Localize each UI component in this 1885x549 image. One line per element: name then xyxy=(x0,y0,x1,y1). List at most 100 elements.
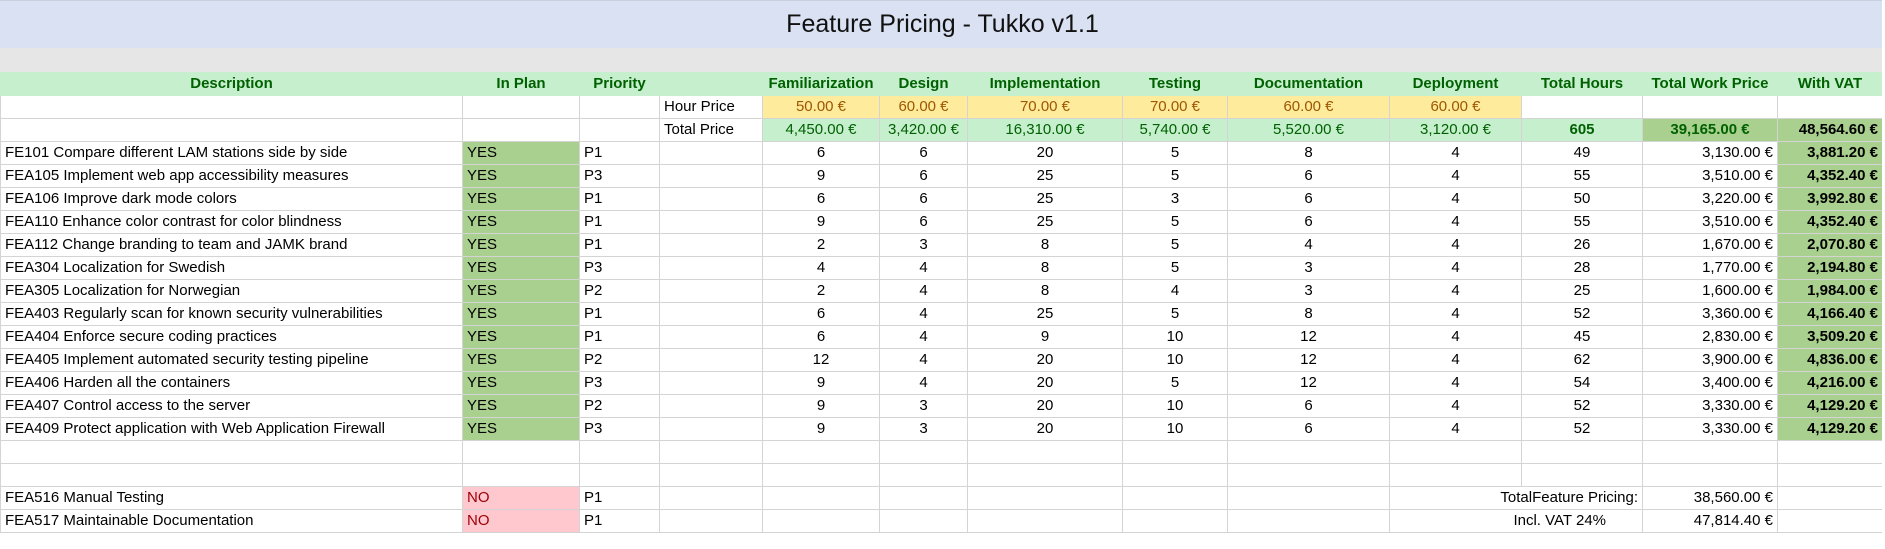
hour-price-design[interactable]: 60.00 € xyxy=(879,95,968,119)
familiarization-hours[interactable]: 6 xyxy=(762,302,880,326)
deployment-hours[interactable]: 4 xyxy=(1389,348,1522,372)
cell[interactable] xyxy=(659,463,763,487)
design-hours[interactable]: 4 xyxy=(879,325,968,349)
with-vat-cell[interactable]: 2,194.80 € xyxy=(1777,256,1883,280)
total-work-price-cell[interactable]: 3,220.00 € xyxy=(1642,187,1778,211)
testing-hours[interactable]: 5 xyxy=(1122,141,1228,165)
testing-hours[interactable]: 10 xyxy=(1122,325,1228,349)
implementation-hours[interactable]: 8 xyxy=(967,233,1123,257)
priority-cell[interactable]: P3 xyxy=(579,256,660,280)
empty-row-band[interactable] xyxy=(0,48,1885,72)
cell[interactable] xyxy=(879,509,968,533)
design-hours[interactable]: 6 xyxy=(879,187,968,211)
design-hours[interactable]: 6 xyxy=(879,164,968,188)
cell[interactable] xyxy=(0,118,463,142)
priority-cell[interactable]: P3 xyxy=(579,164,660,188)
cell[interactable] xyxy=(967,463,1123,487)
design-hours[interactable]: 4 xyxy=(879,302,968,326)
header-total-work-price[interactable]: Total Work Price xyxy=(1642,72,1778,96)
cell[interactable] xyxy=(1777,440,1883,464)
cell[interactable] xyxy=(762,440,880,464)
feature-description[interactable]: FEA407 Control access to the server xyxy=(0,394,463,418)
deployment-hours[interactable]: 4 xyxy=(1389,371,1522,395)
feature-description[interactable]: FEA409 Protect application with Web Appl… xyxy=(0,417,463,441)
total-hours-cell[interactable]: 26 xyxy=(1521,233,1643,257)
cell[interactable] xyxy=(462,95,580,119)
implementation-hours[interactable]: 25 xyxy=(967,187,1123,211)
familiarization-hours[interactable]: 9 xyxy=(762,394,880,418)
in-plan-cell[interactable]: YES xyxy=(462,187,580,211)
cell[interactable] xyxy=(659,256,763,280)
cell[interactable] xyxy=(1122,440,1228,464)
documentation-hours[interactable]: 12 xyxy=(1227,371,1390,395)
total-work-price-cell[interactable]: 1,600.00 € xyxy=(1642,279,1778,303)
documentation-hours[interactable]: 8 xyxy=(1227,141,1390,165)
deployment-hours[interactable]: 4 xyxy=(1389,325,1522,349)
in-plan-cell[interactable]: YES xyxy=(462,279,580,303)
with-vat-cell[interactable]: 4,352.40 € xyxy=(1777,210,1883,234)
priority-cell[interactable]: P1 xyxy=(579,141,660,165)
cell[interactable] xyxy=(659,417,763,441)
with-vat-cell[interactable]: 1,984.00 € xyxy=(1777,279,1883,303)
documentation-hours[interactable]: 12 xyxy=(1227,325,1390,349)
header-priority[interactable]: Priority xyxy=(579,72,660,96)
feature-description[interactable]: FEA403 Regularly scan for known security… xyxy=(0,302,463,326)
design-hours[interactable]: 3 xyxy=(879,394,968,418)
documentation-hours[interactable]: 4 xyxy=(1227,233,1390,257)
implementation-hours[interactable]: 8 xyxy=(967,256,1123,280)
testing-hours[interactable]: 4 xyxy=(1122,279,1228,303)
header-design[interactable]: Design xyxy=(879,72,968,96)
header-with-vat[interactable]: With VAT xyxy=(1777,72,1883,96)
cell[interactable] xyxy=(579,95,660,119)
in-plan-cell[interactable]: YES xyxy=(462,256,580,280)
with-vat-cell[interactable]: 4,352.40 € xyxy=(1777,164,1883,188)
deployment-hours[interactable]: 4 xyxy=(1389,302,1522,326)
testing-hours[interactable]: 5 xyxy=(1122,210,1228,234)
in-plan-cell[interactable]: YES xyxy=(462,141,580,165)
total-price-design[interactable]: 3,420.00 € xyxy=(879,118,968,142)
design-hours[interactable]: 3 xyxy=(879,417,968,441)
with-vat-cell[interactable]: 3,992.80 € xyxy=(1777,187,1883,211)
documentation-hours[interactable]: 6 xyxy=(1227,417,1390,441)
in-plan-cell[interactable]: YES xyxy=(462,302,580,326)
design-hours[interactable]: 4 xyxy=(879,371,968,395)
total-work-price-sum[interactable]: 39,165.00 € xyxy=(1642,118,1778,142)
total-work-price-cell[interactable]: 3,330.00 € xyxy=(1642,417,1778,441)
familiarization-hours[interactable]: 9 xyxy=(762,371,880,395)
priority-cell[interactable]: P3 xyxy=(579,371,660,395)
total-feature-pricing-label[interactable]: TotalFeature Pricing: xyxy=(1389,486,1643,510)
cell[interactable] xyxy=(1521,463,1643,487)
feature-description[interactable]: FEA404 Enforce secure coding practices xyxy=(0,325,463,349)
cell[interactable] xyxy=(659,141,763,165)
cell[interactable] xyxy=(0,463,463,487)
testing-hours[interactable]: 5 xyxy=(1122,302,1228,326)
feature-description[interactable]: FEA516 Manual Testing xyxy=(0,486,463,510)
cell[interactable] xyxy=(1122,486,1228,510)
cell[interactable] xyxy=(1777,95,1883,119)
cell[interactable] xyxy=(659,302,763,326)
implementation-hours[interactable]: 20 xyxy=(967,141,1123,165)
cell[interactable] xyxy=(1777,486,1883,510)
cell[interactable] xyxy=(762,509,880,533)
priority-cell[interactable]: P1 xyxy=(579,325,660,349)
total-hours-cell[interactable]: 55 xyxy=(1521,164,1643,188)
cell[interactable] xyxy=(0,95,463,119)
feature-description[interactable]: FEA517 Maintainable Documentation xyxy=(0,509,463,533)
total-work-price-cell[interactable]: 3,330.00 € xyxy=(1642,394,1778,418)
total-work-price-cell[interactable]: 3,360.00 € xyxy=(1642,302,1778,326)
implementation-hours[interactable]: 8 xyxy=(967,279,1123,303)
familiarization-hours[interactable]: 2 xyxy=(762,233,880,257)
cell[interactable] xyxy=(1227,486,1390,510)
total-work-price-cell[interactable]: 3,900.00 € xyxy=(1642,348,1778,372)
header-total-hours[interactable]: Total Hours xyxy=(1521,72,1643,96)
priority-cell[interactable]: P2 xyxy=(579,279,660,303)
deployment-hours[interactable]: 4 xyxy=(1389,417,1522,441)
cell[interactable] xyxy=(879,486,968,510)
header-implementation[interactable]: Implementation xyxy=(967,72,1123,96)
implementation-hours[interactable]: 20 xyxy=(967,394,1123,418)
design-hours[interactable]: 4 xyxy=(879,256,968,280)
hour-price-testing[interactable]: 70.00 € xyxy=(1122,95,1228,119)
cell[interactable] xyxy=(659,187,763,211)
cell[interactable] xyxy=(659,486,763,510)
cell[interactable] xyxy=(1777,509,1883,533)
